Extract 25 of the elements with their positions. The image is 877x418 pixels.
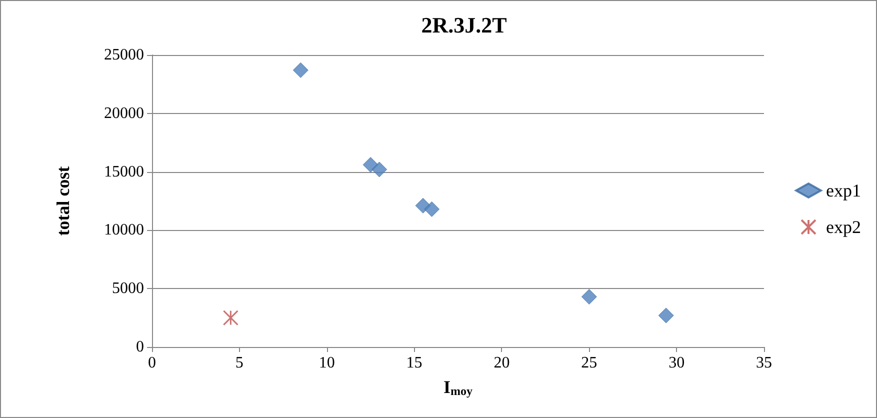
chart-title: 2R.3J.2T [421,12,508,38]
y-tick-label: 0 [136,338,144,356]
y-tick-label: 10000 [104,222,144,239]
x-tick-label: 0 [148,354,156,372]
y-tick-label: 20000 [104,104,144,122]
point [581,289,597,305]
point [362,157,378,173]
x-tick-label: 25 [581,354,598,372]
x-tick-label: 15 [406,354,422,372]
legend-label: exp2 [826,217,862,237]
y-tick-label: 15000 [104,163,144,180]
x-tick-label: 20 [494,354,510,372]
point [658,308,674,324]
y-tick-label: 25000 [104,46,144,64]
point [424,201,440,217]
point [292,62,308,78]
x-tick-label: 35 [756,354,772,372]
x-tick-label: 30 [668,354,685,372]
point [372,162,388,178]
legend-label: exp1 [826,180,862,200]
y-tick-label: 5000 [112,280,144,298]
x-tick-label: 5 [235,354,244,372]
x-tick-label: 10 [318,354,335,372]
point [222,310,238,326]
y-axis-title: total cost [53,166,73,236]
